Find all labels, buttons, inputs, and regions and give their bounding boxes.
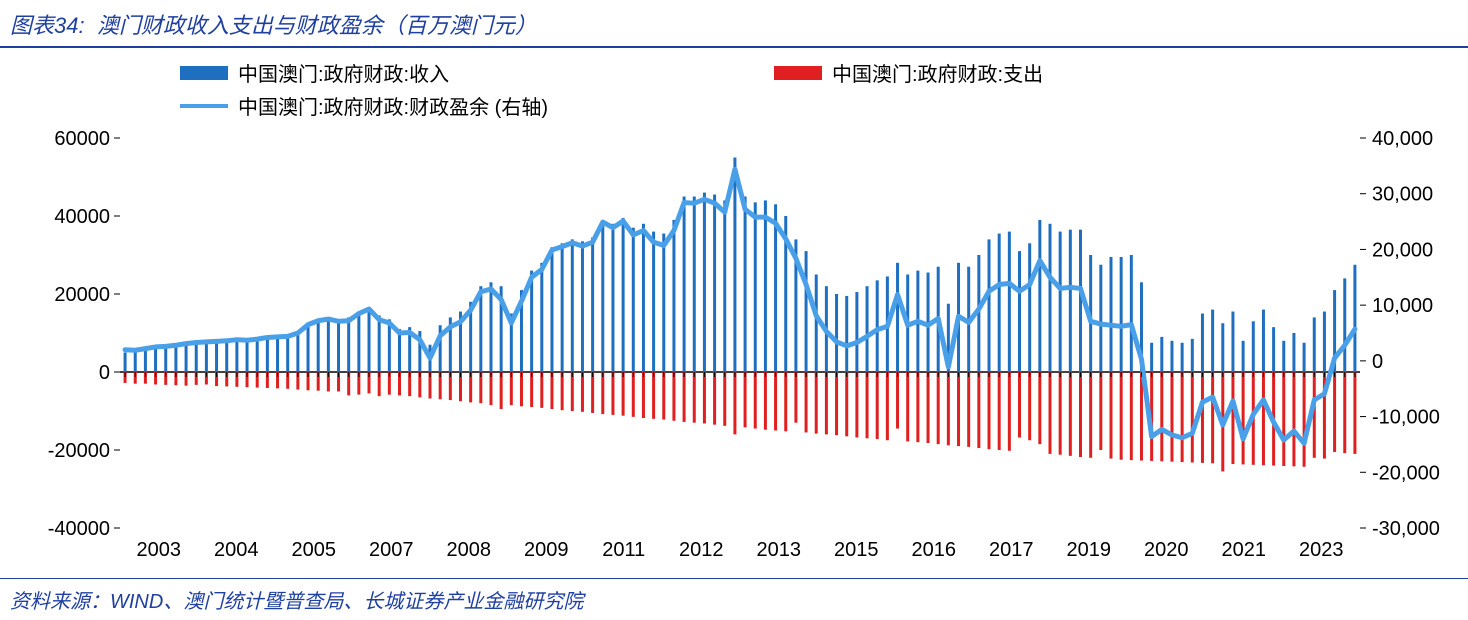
svg-text:-40000: -40000 <box>48 518 110 540</box>
svg-text:60000: 60000 <box>54 128 110 150</box>
source-text: WIND、澳门统计暨普查局、长城证券产业金融研究院 <box>110 591 583 613</box>
svg-text:2012: 2012 <box>679 539 724 561</box>
svg-text:2007: 2007 <box>369 539 414 561</box>
svg-text:2013: 2013 <box>757 539 802 561</box>
legend-surplus: 中国澳门:政府财政:财政盈余 (右轴) <box>180 91 774 120</box>
svg-text:0: 0 <box>99 362 110 384</box>
svg-text:0: 0 <box>1372 351 1383 373</box>
title-number: 34: <box>54 13 85 38</box>
svg-text:2009: 2009 <box>524 539 569 561</box>
svg-text:2020: 2020 <box>1144 539 1189 561</box>
source-line: 资料来源：WIND、澳门统计暨普查局、长城证券产业金融研究院 <box>0 578 1468 620</box>
legend: 中国澳门:政府财政:收入 中国澳门:政府财政:支出 中国澳门:政府财政:财政盈余… <box>180 58 1368 120</box>
svg-text:40,000: 40,000 <box>1372 128 1433 150</box>
svg-text:2017: 2017 <box>989 539 1034 561</box>
svg-text:2005: 2005 <box>292 539 337 561</box>
svg-text:2019: 2019 <box>1067 539 1112 561</box>
svg-text:-30,000: -30,000 <box>1372 518 1440 540</box>
svg-text:20,000: 20,000 <box>1372 239 1433 261</box>
legend-expenditure-label: 中国澳门:政府财政:支出 <box>832 58 1043 87</box>
legend-revenue: 中国澳门:政府财政:收入 <box>180 58 774 87</box>
legend-expenditure: 中国澳门:政府财政:支出 <box>774 58 1368 87</box>
legend-revenue-label: 中国澳门:政府财政:收入 <box>238 58 449 87</box>
title-prefix: 图表 <box>10 13 54 38</box>
chart-svg: -40000 -20000 0 20000 40000 60000 -30,000 -20,0… <box>0 48 1468 578</box>
svg-text:10,000: 10,000 <box>1372 295 1433 317</box>
svg-text:2004: 2004 <box>214 539 259 561</box>
svg-text:-20000: -20000 <box>48 440 110 462</box>
expenditure-swatch <box>774 66 822 80</box>
chart-area: 中国澳门:政府财政:收入 中国澳门:政府财政:支出 中国澳门:政府财政:财政盈余… <box>0 48 1468 578</box>
svg-text:-20,000: -20,000 <box>1372 462 1440 484</box>
svg-text:30,000: 30,000 <box>1372 184 1433 206</box>
legend-surplus-label: 中国澳门:政府财政:财政盈余 (右轴) <box>238 91 548 120</box>
surplus-swatch <box>180 104 228 108</box>
svg-text:2023: 2023 <box>1299 539 1344 561</box>
svg-text:2011: 2011 <box>602 539 645 561</box>
svg-text:2008: 2008 <box>447 539 492 561</box>
svg-text:2021: 2021 <box>1222 539 1267 561</box>
svg-text:2016: 2016 <box>912 539 957 561</box>
title-text: 澳门财政收入支出与财政盈余（百万澳门元） <box>97 13 537 38</box>
svg-text:40000: 40000 <box>54 206 110 228</box>
source-label: 资料来源： <box>10 591 110 613</box>
svg-text:2015: 2015 <box>834 539 879 561</box>
svg-text:20000: 20000 <box>54 284 110 306</box>
chart-title: 图表34: 澳门财政收入支出与财政盈余（百万澳门元） <box>0 0 1468 48</box>
svg-text:2003: 2003 <box>137 539 182 561</box>
svg-text:-10,000: -10,000 <box>1372 407 1440 429</box>
revenue-swatch <box>180 66 228 80</box>
